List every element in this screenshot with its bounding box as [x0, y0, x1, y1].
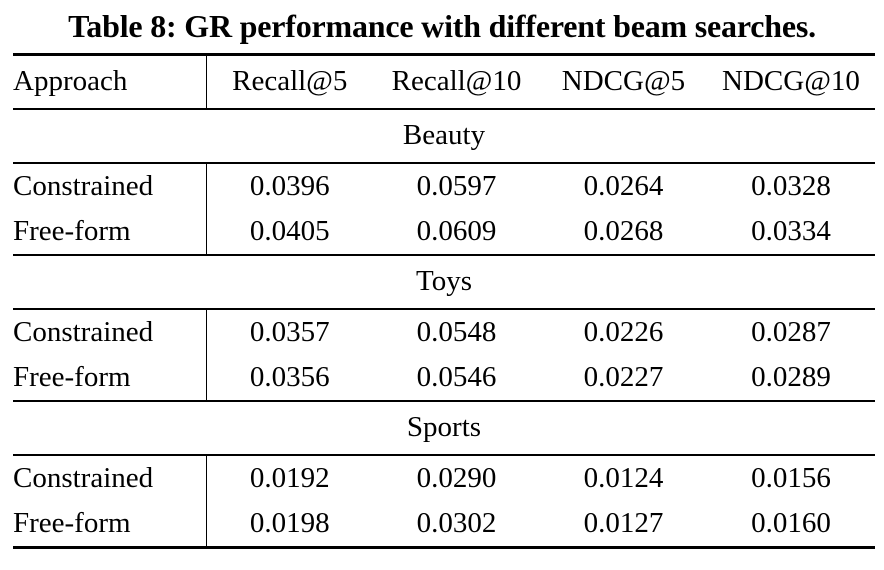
cell-value: 0.0357 — [249, 315, 330, 348]
column-header-approach: Approach — [13, 54, 207, 110]
column-header-recall5: Recall@5 — [206, 54, 373, 110]
cell-value: 0.0302 — [416, 506, 497, 539]
section-label: Beauty — [13, 108, 875, 164]
cell-value: 0.0546 — [373, 354, 540, 402]
section-header-sports: Sports — [13, 400, 875, 456]
cell-approach: Free-form — [13, 208, 207, 256]
cell-value: 0.0156 — [751, 461, 831, 494]
cell-value: 0.0226 — [583, 315, 664, 348]
column-header-recall10: Recall@10 — [373, 54, 540, 110]
column-header-ndcg10: NDCG@10 — [707, 54, 875, 110]
cell-value: 0.0124 — [583, 461, 664, 494]
cell-value: 0.0356 — [206, 354, 373, 402]
cell-value: 0.0227 — [540, 354, 707, 402]
cell-value: 0.0160 — [751, 506, 831, 539]
cell-approach: Constrained — [13, 454, 207, 501]
cell-value: 0.0198 — [249, 506, 330, 539]
cell-value: 0.0192 — [249, 461, 330, 494]
column-header-row: Approach Recall@5 Recall@10 NDCG@5 NDCG@… — [13, 54, 875, 110]
section-header-toys: Toys — [13, 254, 875, 310]
results-table: Approach Recall@5 Recall@10 NDCG@5 NDCG@… — [13, 52, 875, 549]
table-row: Free-form 0.0405 0.0609 0.0268 0.0334 — [13, 208, 875, 256]
cell-value: 0.0609 — [373, 208, 540, 256]
cell-value: 0.0127 — [583, 506, 664, 539]
section-label: Toys — [13, 254, 875, 310]
cell-value: 0.0289 — [707, 354, 875, 402]
cell-value: 0.0396 — [249, 169, 330, 202]
cell-approach: Constrained — [13, 162, 207, 209]
table-row: Constrained 0.0396 0.0597 0.0264 0.0328 — [13, 162, 875, 209]
cell-value: 0.0334 — [707, 208, 875, 256]
cell-approach: Constrained — [13, 308, 207, 355]
cell-value: 0.0405 — [206, 208, 373, 256]
cell-value: 0.0597 — [416, 169, 497, 202]
table-row: Constrained 0.0192 0.0290 0.0124 0.0156 — [13, 454, 875, 501]
section-header-beauty: Beauty — [13, 108, 875, 164]
table-row: Constrained 0.0357 0.0548 0.0226 0.0287 — [13, 308, 875, 355]
cell-value: 0.0328 — [751, 169, 831, 202]
cell-value: 0.0548 — [416, 315, 497, 348]
cell-approach: Free-form — [13, 354, 207, 402]
table-row: Free-form 0.0198 0.0302 0.0127 0.0160 — [13, 500, 875, 548]
table-caption: Table 8: GR performance with different b… — [68, 8, 816, 44]
column-header-ndcg5: NDCG@5 — [540, 54, 707, 110]
cell-value: 0.0268 — [540, 208, 707, 256]
section-label: Sports — [13, 400, 875, 456]
cell-value: 0.0287 — [751, 315, 831, 348]
cell-value: 0.0290 — [416, 461, 497, 494]
cell-approach: Free-form — [13, 500, 207, 548]
table-row: Free-form 0.0356 0.0546 0.0227 0.0289 — [13, 354, 875, 402]
cell-value: 0.0264 — [583, 169, 664, 202]
